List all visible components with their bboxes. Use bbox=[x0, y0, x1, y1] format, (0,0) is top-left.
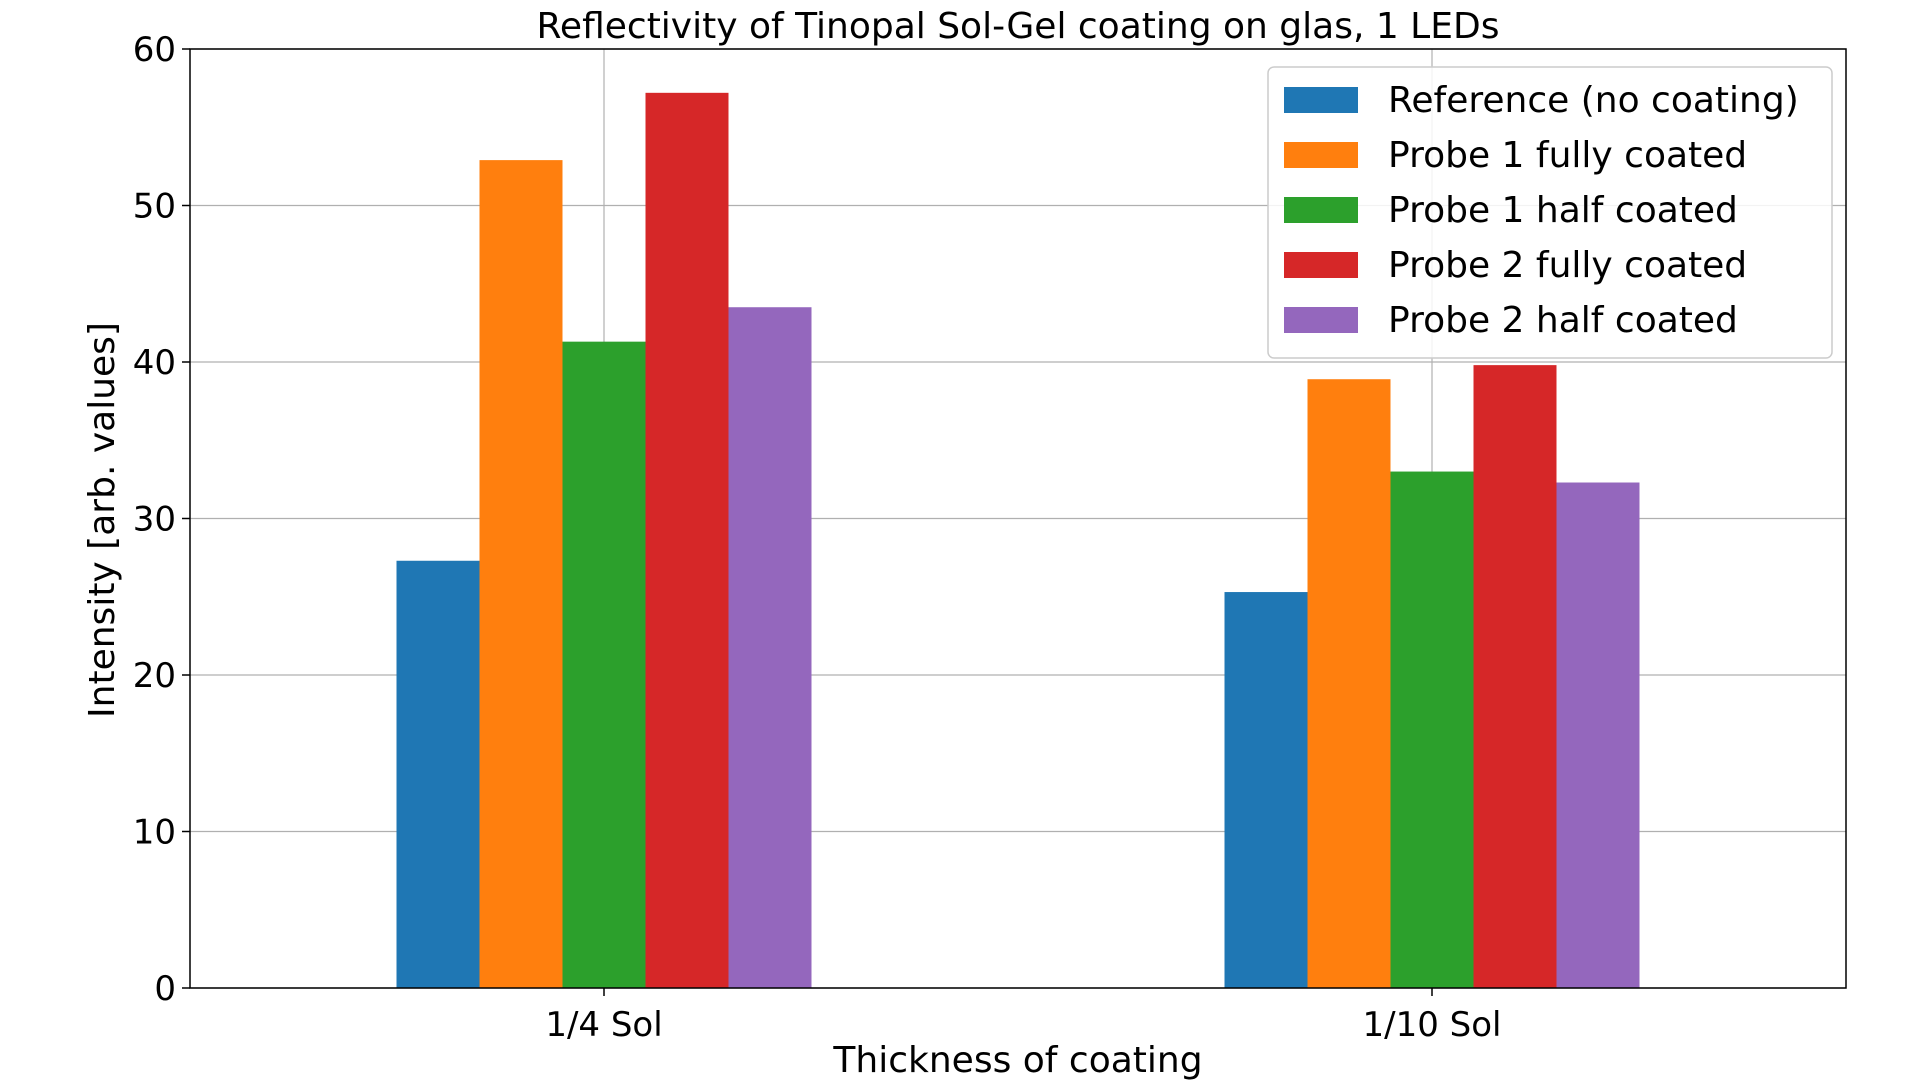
legend-box bbox=[1267, 66, 1833, 359]
legend-label: Probe 1 fully coated bbox=[1388, 135, 1747, 176]
legend-label: Probe 1 half coated bbox=[1388, 190, 1738, 231]
legend-swatch bbox=[1284, 197, 1358, 223]
y-tick-label: 60 bbox=[133, 30, 176, 70]
legend-label: Reference (no coating) bbox=[1388, 80, 1799, 121]
legend-label: Probe 2 fully coated bbox=[1388, 245, 1747, 286]
bars bbox=[396, 92, 1640, 989]
legend-swatch bbox=[1284, 307, 1358, 333]
y-tick-label: 40 bbox=[133, 343, 176, 383]
bar bbox=[645, 92, 729, 988]
y-axis-ticks: 0 10 20 30 40 50 60 bbox=[133, 30, 190, 1009]
legend-swatch bbox=[1284, 142, 1358, 168]
legend-swatch bbox=[1284, 87, 1358, 113]
legend: Reference (no coating) Probe 1 fully coat… bbox=[1267, 66, 1833, 359]
bar bbox=[396, 560, 480, 988]
y-tick-label: 0 bbox=[154, 969, 176, 1009]
bar bbox=[1556, 482, 1640, 988]
y-tick-label: 30 bbox=[133, 500, 176, 540]
x-tick-label: 1/4 Sol bbox=[545, 1005, 662, 1045]
legend-swatch bbox=[1284, 252, 1358, 278]
bar bbox=[1224, 592, 1308, 988]
x-tick-label: 1/10 Sol bbox=[1363, 1005, 1502, 1045]
bar bbox=[1473, 365, 1557, 988]
y-axis-label: Intensity [arb. values] bbox=[82, 322, 123, 718]
bar bbox=[728, 307, 812, 989]
bar bbox=[1307, 379, 1391, 989]
chart-title: Reflectivity of Tinopal Sol-Gel coating … bbox=[537, 6, 1500, 47]
bar bbox=[1390, 471, 1474, 988]
y-tick-label: 50 bbox=[133, 187, 176, 227]
y-tick-label: 10 bbox=[133, 813, 176, 853]
legend-label: Probe 2 half coated bbox=[1388, 300, 1738, 341]
bar bbox=[479, 160, 563, 989]
y-tick-label: 20 bbox=[133, 656, 176, 696]
x-axis-ticks: 1/4 Sol 1/10 Sol bbox=[545, 988, 1502, 1045]
bar bbox=[562, 341, 646, 988]
x-axis-label: Thickness of coating bbox=[832, 1040, 1202, 1080]
